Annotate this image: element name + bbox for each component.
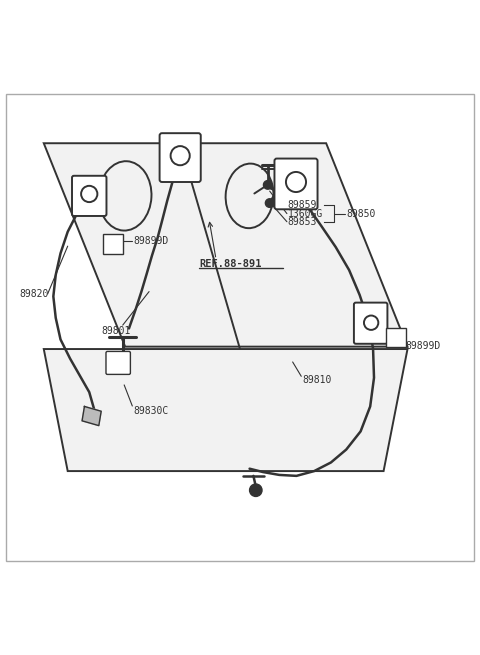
- Text: 1360GG: 1360GG: [288, 208, 323, 219]
- Ellipse shape: [99, 161, 152, 231]
- Text: 89801: 89801: [101, 326, 131, 336]
- Text: 89820: 89820: [20, 289, 49, 299]
- Text: REF.88-891: REF.88-891: [199, 259, 262, 269]
- Text: 89859: 89859: [288, 200, 317, 210]
- FancyBboxPatch shape: [354, 303, 387, 344]
- FancyBboxPatch shape: [275, 159, 318, 210]
- Text: 89853: 89853: [288, 217, 317, 227]
- FancyBboxPatch shape: [159, 133, 201, 182]
- FancyBboxPatch shape: [103, 234, 123, 254]
- FancyBboxPatch shape: [386, 328, 406, 346]
- Text: 89899D: 89899D: [405, 341, 440, 350]
- Circle shape: [250, 484, 262, 496]
- Polygon shape: [44, 349, 408, 471]
- Polygon shape: [44, 143, 408, 346]
- Text: 89850: 89850: [347, 208, 376, 219]
- FancyBboxPatch shape: [106, 352, 131, 375]
- FancyBboxPatch shape: [72, 176, 107, 216]
- Text: 89810: 89810: [302, 375, 332, 385]
- Ellipse shape: [226, 164, 274, 228]
- Circle shape: [265, 198, 274, 208]
- Text: 89830C: 89830C: [134, 406, 169, 417]
- Circle shape: [264, 181, 272, 189]
- Text: 89899D: 89899D: [134, 236, 169, 246]
- Polygon shape: [82, 407, 101, 426]
